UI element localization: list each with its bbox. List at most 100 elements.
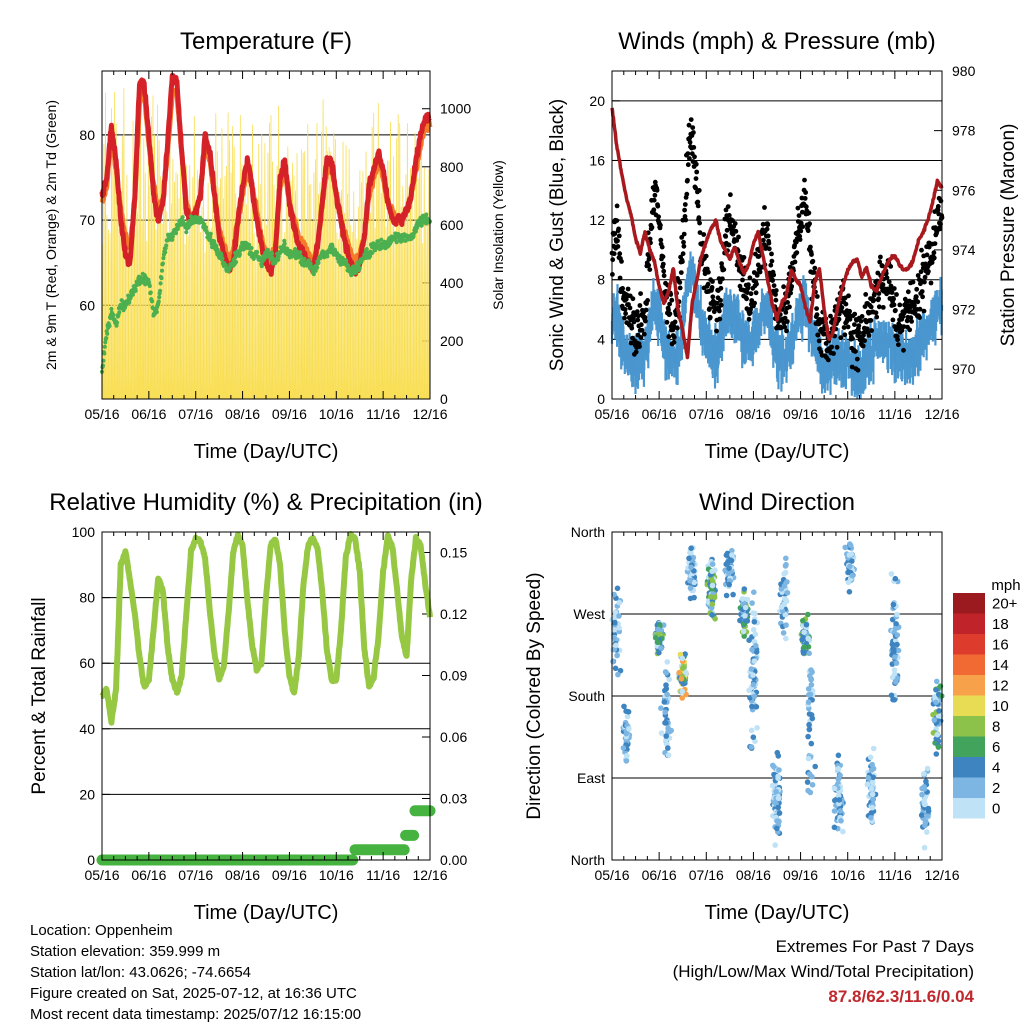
- direction-point: [687, 585, 694, 591]
- direction-point: [936, 708, 942, 714]
- direction-point: [831, 808, 838, 814]
- gust-point: [740, 277, 745, 283]
- dewpoint-point: [111, 312, 116, 317]
- direction-point: [742, 604, 749, 611]
- direction-point: [806, 692, 812, 698]
- gust-point: [659, 244, 665, 250]
- direction-point: [809, 782, 816, 788]
- direction-point: [846, 589, 853, 595]
- gust-point: [928, 280, 934, 286]
- dewpoint-point: [133, 288, 138, 293]
- direction-point: [776, 810, 783, 816]
- gust-point: [687, 139, 693, 145]
- gust-point: [647, 267, 653, 272]
- gust-point: [803, 204, 809, 210]
- gust-point: [672, 319, 678, 325]
- direction-point: [808, 740, 815, 747]
- x-axis-label: Time (Day/UTC): [194, 441, 339, 463]
- x-tick-label: 10/16: [319, 867, 354, 883]
- x-tick-label: 07/16: [178, 867, 213, 883]
- gust-point: [768, 262, 774, 268]
- direction-point: [748, 744, 755, 750]
- direction-point: [933, 687, 939, 693]
- x-tick-label: 07/16: [178, 406, 213, 422]
- gust-point: [710, 279, 715, 284]
- gust-point: [723, 234, 729, 239]
- direction-point: [781, 571, 787, 577]
- direction-point: [809, 773, 815, 780]
- gust-point: [658, 237, 664, 243]
- direction-point: [890, 601, 897, 608]
- gust-point: [807, 221, 812, 227]
- legend-label: 20+: [992, 595, 1018, 612]
- gust-point: [764, 226, 770, 232]
- gust-point: [718, 285, 724, 291]
- gust-point: [614, 218, 620, 224]
- dewpoint-point: [102, 351, 107, 356]
- gust-point: [623, 311, 628, 316]
- gust-point: [717, 308, 722, 314]
- extremes-title: Extremes For Past 7 Days: [775, 937, 974, 956]
- dewpoint-point: [348, 266, 353, 271]
- direction-point: [891, 667, 898, 673]
- gust-point: [784, 328, 789, 334]
- direction-point: [864, 781, 871, 788]
- gust-point: [658, 222, 663, 228]
- gust-point: [619, 259, 624, 264]
- direction-point: [612, 619, 618, 626]
- gust-point: [859, 314, 865, 319]
- dewpoint-point: [330, 244, 335, 249]
- dewpoint-point: [105, 331, 110, 336]
- x-tick-label: 08/16: [225, 406, 260, 422]
- legend-swatch: [953, 798, 985, 819]
- direction-point: [924, 765, 931, 772]
- dewpoint-point: [315, 265, 320, 270]
- gust-point: [639, 327, 645, 333]
- dewpoint-point: [351, 264, 356, 269]
- dewpoint-point: [344, 258, 349, 263]
- gust-point: [671, 334, 677, 340]
- y-right-tick-label: 980: [952, 63, 976, 79]
- legend-swatch: [953, 593, 985, 614]
- gust-point: [733, 228, 739, 234]
- direction-point: [621, 703, 627, 710]
- location-text: Location: Oppenheim: [30, 922, 173, 939]
- gust-point: [814, 294, 820, 299]
- gust-point: [886, 279, 892, 285]
- dewpoint-point: [316, 260, 321, 265]
- direction-point: [676, 669, 682, 676]
- gust-point: [785, 300, 790, 305]
- gust-point: [681, 243, 687, 249]
- dewpoint-point: [161, 256, 166, 261]
- gust-point: [661, 268, 667, 274]
- y-right-tick-label: 0.06: [440, 729, 467, 745]
- legend-swatch: [953, 716, 985, 737]
- gust-point: [754, 273, 760, 278]
- gust-point: [685, 162, 691, 168]
- gust-point: [880, 282, 886, 287]
- dewpoint-point: [223, 263, 228, 268]
- direction-point: [812, 763, 818, 770]
- dewpoint-point: [208, 231, 213, 236]
- y-tick-label: 40: [79, 721, 95, 737]
- direction-point: [679, 688, 686, 695]
- direction-point: [783, 635, 789, 642]
- gust-point: [693, 185, 698, 191]
- gust-point: [629, 325, 635, 331]
- y-right-tick-label: 974: [952, 242, 976, 258]
- direction-point: [614, 652, 620, 659]
- direction-point: [869, 791, 876, 798]
- direction-point: [807, 789, 814, 796]
- direction-point: [666, 676, 672, 683]
- gust-point: [721, 267, 727, 272]
- gust-point: [814, 306, 819, 311]
- dewpoint-point: [158, 281, 163, 286]
- gust-point: [651, 207, 657, 213]
- direction-point: [683, 669, 689, 676]
- dewpoint-point: [227, 266, 232, 271]
- direction-point: [726, 570, 732, 576]
- dewpoint-point: [379, 237, 384, 242]
- gust-point: [879, 263, 885, 269]
- gust-point: [717, 316, 723, 322]
